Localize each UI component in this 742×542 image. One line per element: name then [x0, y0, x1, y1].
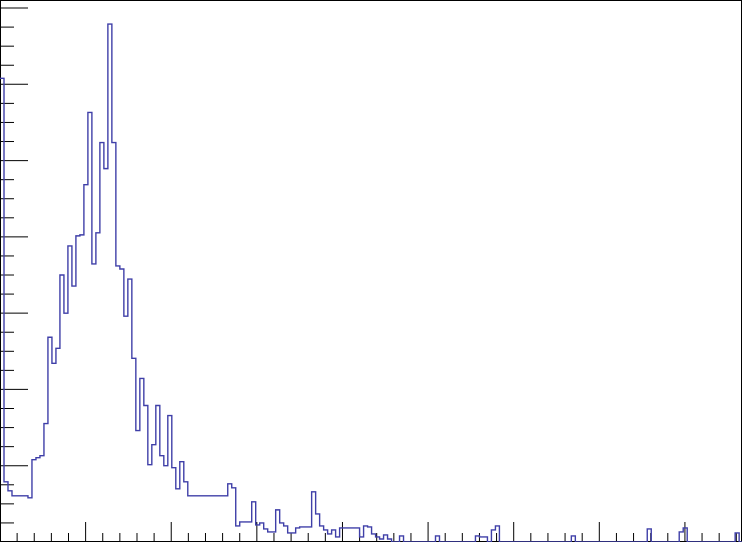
histogram-outline — [0, 23, 742, 542]
x-axis-ticks — [0, 522, 737, 542]
